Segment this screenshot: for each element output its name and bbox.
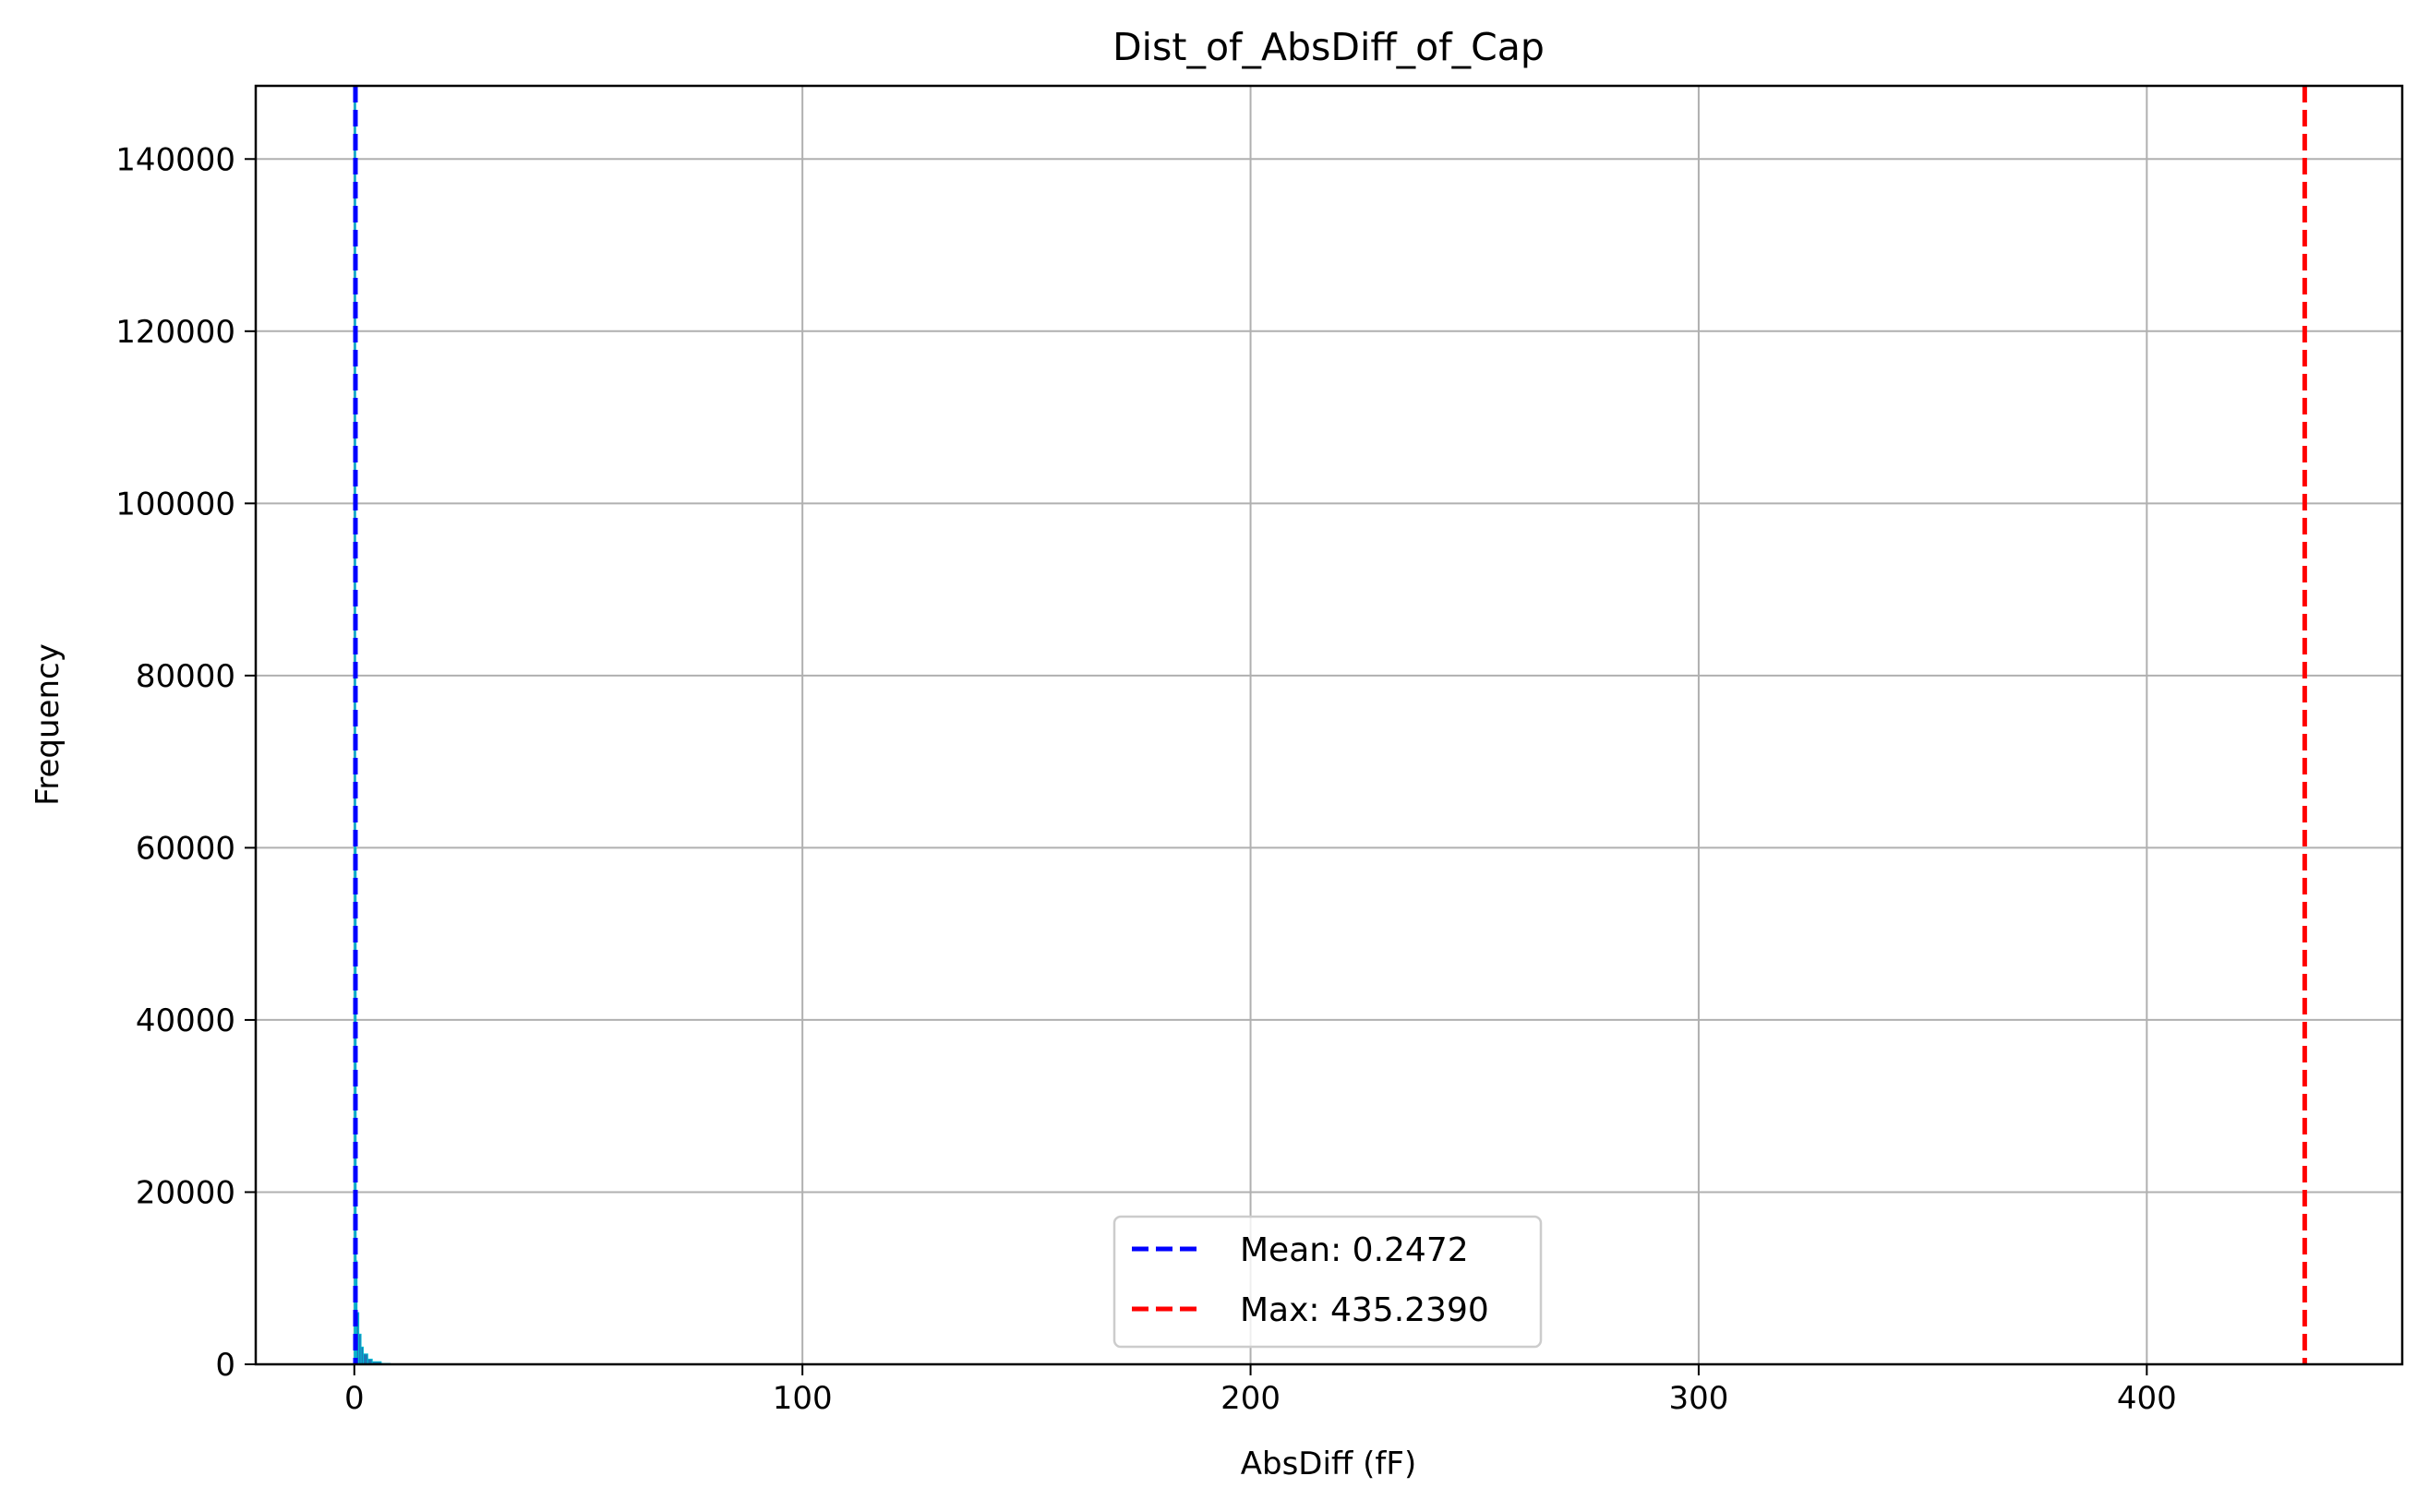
legend: Mean: 0.2472 Max: 435.2390 xyxy=(1112,1215,1543,1349)
legend-max-label: Max: 435.2390 xyxy=(1240,1291,1489,1329)
x-axis-ticks: 0 100 200 300 400 xyxy=(344,1364,2177,1417)
y-axis-label: Frequency xyxy=(30,643,66,806)
y-tick-label: 140000 xyxy=(115,141,235,178)
x-tick-label: 100 xyxy=(773,1380,833,1417)
x-tick-label: 200 xyxy=(1221,1380,1281,1417)
y-tick-label: 100000 xyxy=(115,486,235,522)
grid-lines xyxy=(256,86,2402,1365)
y-tick-label: 0 xyxy=(215,1347,235,1384)
x-tick-label: 300 xyxy=(1668,1380,1728,1417)
legend-mean-label: Mean: 0.2472 xyxy=(1240,1231,1469,1269)
x-tick-label: 400 xyxy=(2117,1380,2177,1417)
plot-frame xyxy=(254,84,2404,1366)
x-tick-label: 0 xyxy=(344,1380,365,1417)
y-tick-label: 80000 xyxy=(136,658,235,695)
y-axis-ticks: 0 20000 40000 60000 80000 100000 120000 140000 xyxy=(115,141,256,1384)
legend-box xyxy=(1112,1215,1543,1349)
y-tick-label: 60000 xyxy=(136,830,235,867)
chart-title: Dist_of_AbsDiff_of_Cap xyxy=(1112,25,1545,69)
reference-lines xyxy=(353,86,2307,1364)
histogram-bar xyxy=(362,1353,368,1365)
y-tick-label: 120000 xyxy=(115,314,235,351)
y-tick-label: 40000 xyxy=(136,1002,235,1039)
y-tick-label: 20000 xyxy=(136,1174,235,1211)
x-axis-label: AbsDiff (fF) xyxy=(1241,1446,1416,1482)
